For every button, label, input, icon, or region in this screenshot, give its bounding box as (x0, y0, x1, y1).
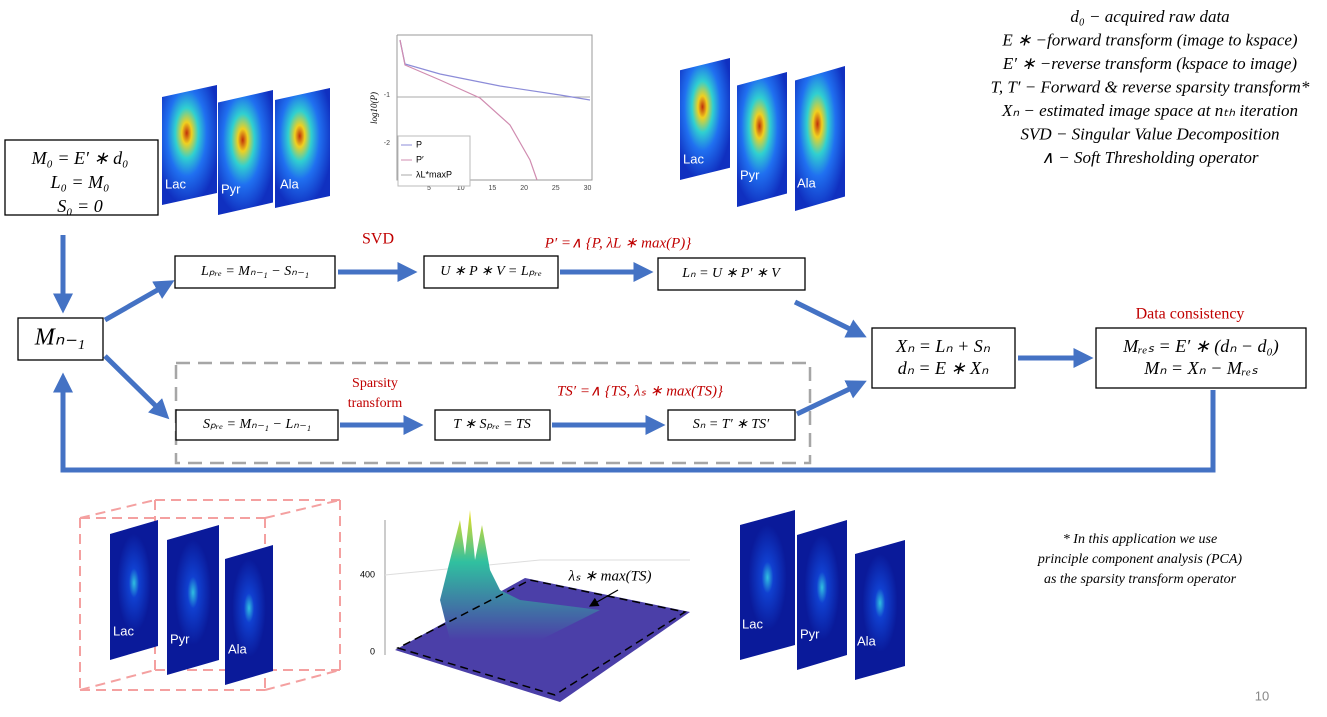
y-tick-label: -2 (384, 140, 390, 147)
label: U ∗ P ∗ V = Lₚᵣₑ (440, 264, 542, 279)
label: Xₙ = Lₙ + Sₙ (895, 336, 991, 356)
legend-line: d₀ − acquired raw data (1070, 7, 1229, 26)
x-tick-label: 25 (552, 185, 560, 192)
label: λₛ ∗ max(TS) (568, 568, 652, 584)
image-panel (167, 525, 219, 675)
surface-floor (395, 578, 690, 702)
label: L₀ = M₀ (50, 172, 110, 192)
image-label: Ala (228, 641, 248, 656)
label: Data consistency (1136, 306, 1245, 323)
legend-entry: λL*maxP (416, 169, 452, 179)
label: TS′ =∧ {TS, λₛ ∗ max(TS)} (557, 383, 723, 399)
arrow (797, 384, 860, 414)
label: Mₙ = Xₙ − Mᵣₑₛ (1143, 358, 1258, 378)
image-label: Lac (165, 176, 186, 191)
image-panel (740, 510, 795, 660)
cube-edge (80, 670, 155, 690)
footnote: as the sparsity transform operator (1044, 572, 1237, 587)
image-panel (797, 520, 847, 670)
y-axis-label: log10(P) (369, 92, 379, 124)
image-panel (110, 520, 158, 660)
arrow (105, 356, 164, 414)
slide: d₀ − acquired raw data E ∗ −forward trans… (0, 0, 1327, 717)
page-number: 10 (1255, 688, 1269, 703)
image-label: Ala (280, 176, 300, 191)
y-tick-label: 0 (370, 646, 375, 656)
label: transform (348, 396, 403, 411)
image-panel (225, 545, 273, 685)
image-panel (855, 540, 905, 680)
image-label: Lac (683, 151, 704, 166)
label: SVD (362, 231, 394, 248)
image-panel (737, 72, 787, 207)
legend-entry: P′ (416, 154, 424, 164)
label: Lₚᵣₑ = Mₙ₋₁ − Sₙ₋₁ (200, 264, 309, 279)
image-label: Ala (857, 633, 877, 648)
cube-edge (265, 500, 340, 518)
legend-line: T, T′ − Forward & reverse sparsity trans… (991, 77, 1310, 96)
image-label: Pyr (800, 626, 820, 641)
legend-entry: P (416, 139, 422, 149)
label: Sₚᵣₑ = Mₙ₋₁ − Lₙ₋₁ (203, 417, 311, 432)
legend-line: E′ ∗ −reverse transform (kspace to image… (1002, 54, 1297, 73)
label: Mᵣₑₛ = E′ ∗ (dₙ − d₀) (1122, 336, 1279, 357)
cube-edge (265, 670, 340, 690)
image-label: Pyr (740, 167, 760, 182)
image-label: Ala (797, 175, 817, 190)
footnote: principle component analysis (PCA) (1037, 552, 1242, 567)
label: Sₙ = T′ ∗ TS′ (693, 417, 770, 432)
curve (400, 40, 590, 100)
image-label: Lac (742, 616, 763, 631)
label: S₀ = 0 (57, 196, 102, 216)
label: T ∗ Sₚᵣₑ = TS (453, 417, 531, 432)
x-tick-label: 20 (520, 185, 528, 192)
legend-line: E ∗ −forward transform (image to kspace) (1001, 30, 1298, 49)
image-label: Lac (113, 623, 134, 638)
footnote: * In this application we use (1063, 532, 1217, 547)
label: Lₙ = U ∗ P′ ∗ V (681, 266, 781, 281)
image-label: Pyr (170, 631, 190, 646)
label: dₙ = E ∗ Xₙ (898, 358, 989, 378)
arrow (795, 302, 860, 334)
arrow (105, 284, 168, 320)
label: M₀ = E′ ∗ d₀ (31, 148, 129, 168)
legend-line: Xₙ − estimated image space at nₜₕ iterat… (1001, 101, 1298, 120)
image-label: Pyr (221, 181, 241, 196)
legend-line: SVD − Singular Value Decomposition (1021, 124, 1280, 143)
legend-line: ∧ − Soft Thresholding operator (1042, 148, 1259, 167)
y-tick-label: -1 (384, 92, 390, 99)
x-tick-label: 30 (584, 185, 592, 192)
label: Mₙ₋₁ (34, 325, 86, 351)
label: Sparsity (352, 376, 398, 391)
x-tick-label: 15 (489, 185, 497, 192)
cube-edge (80, 500, 155, 518)
label: P′ =∧ {P, λL ∗ max(P)} (544, 235, 692, 251)
y-tick-label: 400 (360, 569, 375, 579)
